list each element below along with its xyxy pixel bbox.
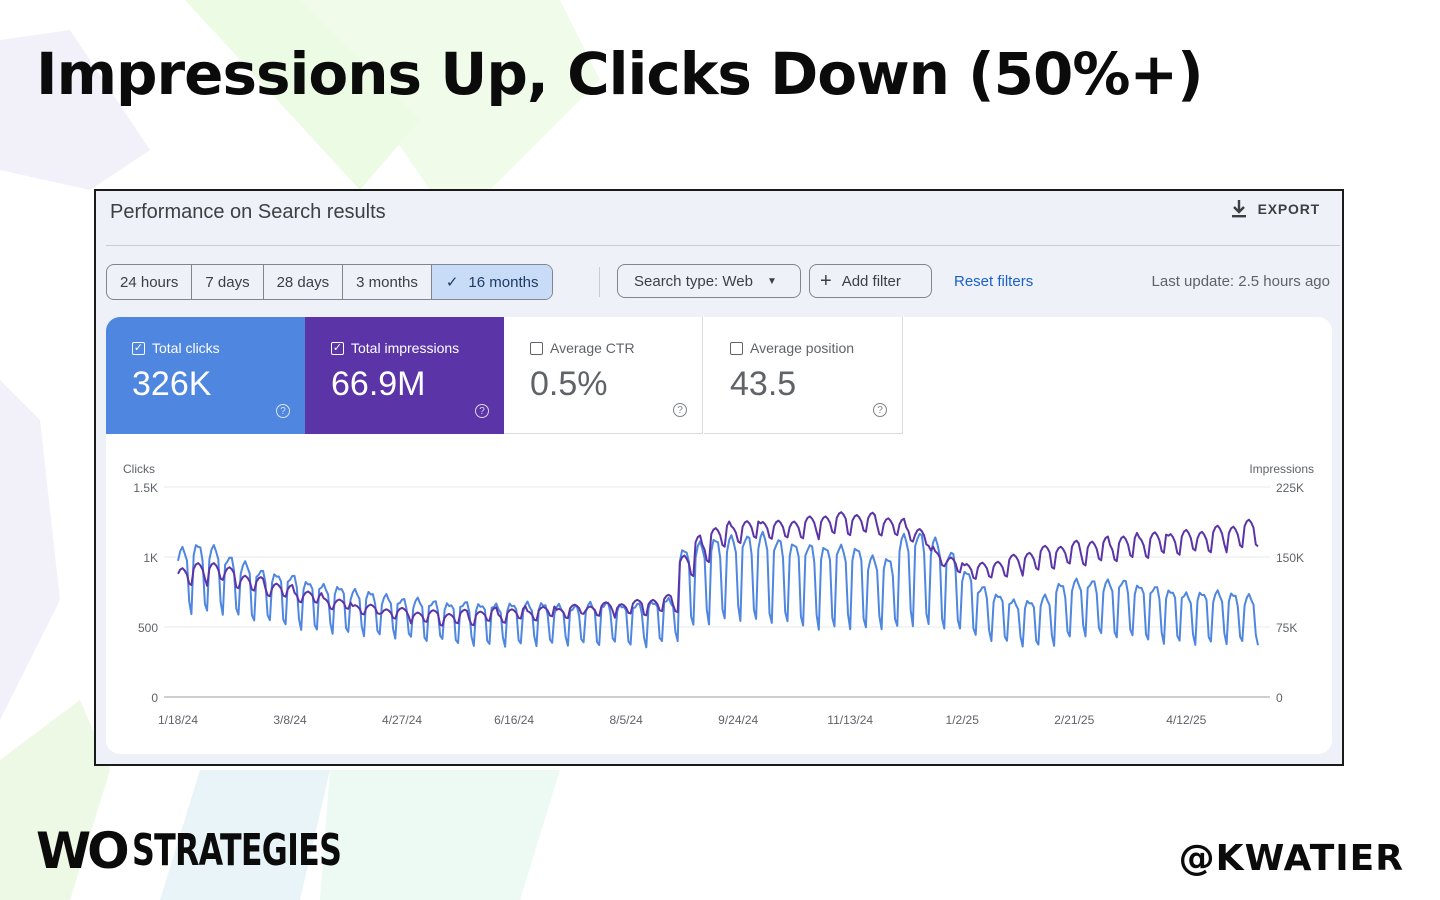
metric-label: ✓ Total impressions: [331, 340, 460, 356]
x-tick-label: 11/13/24: [827, 713, 873, 727]
download-icon: [1231, 200, 1246, 218]
search-type-label: Search type: Web: [634, 272, 753, 290]
brand-name: STRATEGIES: [131, 825, 342, 876]
x-tick-label: 4/12/25: [1166, 713, 1206, 727]
y-right-tick-label: 150K: [1276, 551, 1304, 565]
date-range-selector: 24 hours 7 days 28 days 3 months ✓ 16 mon…: [106, 264, 554, 300]
y-left-tick-label: 500: [138, 621, 158, 635]
help-icon[interactable]: ?: [673, 403, 687, 417]
metric-total-impressions[interactable]: ✓ Total impressions 66.9M ?: [305, 317, 504, 434]
metric-average-position[interactable]: Average position 43.5 ?: [704, 317, 903, 434]
y-right-tick-label: 75K: [1276, 621, 1297, 635]
y-left-axis-title: Clicks: [123, 462, 155, 476]
toolbar-separator: [599, 267, 600, 297]
metric-value: 66.9M: [331, 365, 426, 403]
metric-total-clicks[interactable]: ✓ Total clicks 326K ?: [106, 317, 305, 434]
x-tick-label: 2/21/25: [1054, 713, 1094, 727]
checkbox-checked-icon: ✓: [331, 341, 344, 355]
metrics-chart-card: ✓ Total clicks 326K ? ✓ Total impressions …: [106, 317, 1332, 754]
add-filter-label: Add filter: [841, 272, 901, 290]
range-16-months[interactable]: ✓ 16 months: [431, 265, 553, 299]
metric-label: ✓ Total clicks: [132, 340, 220, 356]
caret-down-icon: ▼: [766, 275, 777, 287]
checkbox-checked-icon: ✓: [132, 341, 145, 355]
range-28-days[interactable]: 28 days: [264, 265, 344, 299]
x-tick-label: 3/8/24: [273, 713, 307, 727]
plus-icon: +: [820, 270, 832, 292]
y-right-axis-title: Impressions: [1249, 462, 1314, 476]
x-tick-label: 1/2/25: [946, 713, 980, 727]
x-tick-label: 4/27/24: [382, 713, 422, 727]
metric-label: Average CTR: [530, 340, 635, 356]
y-left-tick-label: 0: [151, 691, 158, 705]
last-update-text: Last update: 2.5 hours ago: [1151, 273, 1330, 290]
slide-title: Impressions Up, Clicks Down (50%+): [36, 40, 1204, 108]
search-performance-panel: Performance on Search results EXPORT 24 …: [94, 189, 1344, 766]
header-divider: [106, 245, 1340, 246]
range-label: 28 days: [276, 273, 330, 291]
y-right-tick-label: 225K: [1276, 481, 1304, 495]
range-label: 3 months: [356, 273, 418, 291]
y-left-tick-label: 1.5K: [133, 481, 158, 495]
help-icon[interactable]: ?: [276, 404, 290, 418]
help-icon[interactable]: ?: [475, 404, 489, 418]
metric-label: Average position: [730, 340, 854, 356]
range-7-days[interactable]: 7 days: [192, 265, 264, 299]
x-tick-label: 6/16/24: [494, 713, 534, 727]
range-3-months[interactable]: 3 months: [343, 265, 432, 299]
range-24-hours[interactable]: 24 hours: [107, 265, 193, 299]
impressions-series-line: [177, 511, 1259, 627]
y-right-tick-label: 0: [1276, 691, 1283, 705]
panel-title: Performance on Search results: [110, 201, 386, 223]
export-label: EXPORT: [1257, 201, 1320, 217]
add-filter-button[interactable]: + Add filter: [809, 264, 932, 298]
help-icon[interactable]: ?: [873, 403, 887, 417]
check-icon: ✓: [445, 274, 459, 291]
metric-value: 326K: [132, 365, 212, 403]
x-tick-label: 8/5/24: [609, 713, 643, 727]
search-type-dropdown[interactable]: Search type: Web ▼: [617, 264, 801, 298]
range-label: 7 days: [205, 273, 250, 291]
range-label: 16 months: [468, 273, 539, 291]
metric-value: 0.5%: [530, 365, 608, 403]
brand-mark: WO: [36, 822, 130, 880]
x-tick-label: 9/24/24: [718, 713, 758, 727]
metric-value: 43.5: [730, 365, 797, 403]
reset-filters-link[interactable]: Reset filters: [954, 273, 1034, 290]
metric-average-ctr[interactable]: Average CTR 0.5% ?: [504, 317, 703, 434]
checkbox-unchecked-icon: [730, 341, 743, 355]
y-left-tick-label: 1K: [143, 551, 158, 565]
performance-chart: 0 0 500 75K 1K 150K 1.5K 225K Clicks Impressions 1…: [123, 462, 1314, 727]
range-label: 24 hours: [120, 273, 179, 291]
clicks-series-line: [177, 530, 1259, 649]
x-tick-label: 1/18/24: [158, 713, 198, 727]
export-button[interactable]: EXPORT: [1230, 199, 1320, 219]
social-handle: @KWATIER: [1178, 838, 1404, 879]
brand-logo: WO STRATEGIES: [36, 826, 422, 876]
checkbox-unchecked-icon: [530, 341, 543, 355]
